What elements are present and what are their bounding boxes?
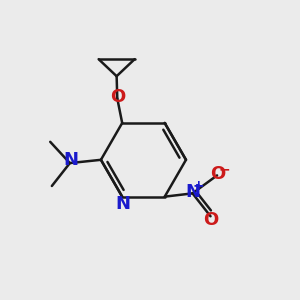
Text: O: O: [203, 211, 218, 229]
Text: O: O: [110, 88, 125, 106]
Text: N: N: [63, 152, 78, 169]
Text: +: +: [193, 179, 204, 193]
Text: O: O: [210, 165, 225, 183]
Text: −: −: [218, 163, 230, 176]
Text: N: N: [185, 183, 200, 201]
Text: N: N: [116, 195, 131, 213]
